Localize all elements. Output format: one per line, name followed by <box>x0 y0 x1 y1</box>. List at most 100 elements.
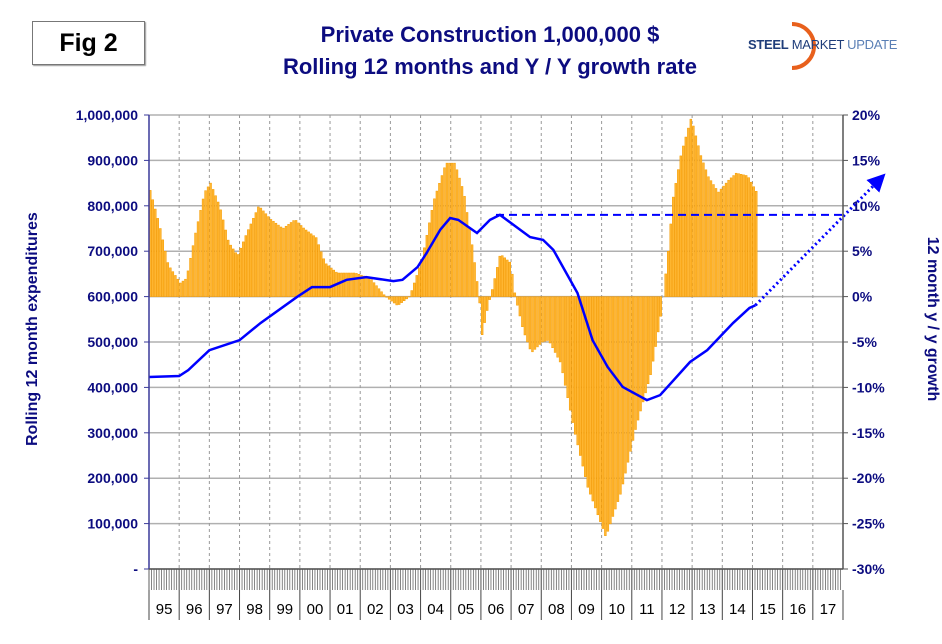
growth-bar <box>641 296 645 403</box>
growth-bar <box>553 296 557 353</box>
logo-word-steel: STEEL <box>748 37 789 52</box>
growth-bar <box>485 296 489 311</box>
growth-bar <box>596 296 600 516</box>
growth-bar <box>382 294 386 297</box>
growth-bar <box>176 278 180 297</box>
growth-bar <box>174 275 177 297</box>
growth-bar <box>634 296 637 430</box>
growth-bar <box>621 296 625 485</box>
left-tick-label: 600,000 <box>87 289 138 305</box>
growth-bar <box>506 259 509 297</box>
growth-bar <box>448 162 451 297</box>
growth-bar <box>433 198 436 297</box>
growth-bar <box>717 191 720 297</box>
growth-bar <box>211 189 215 297</box>
growth-bar <box>272 221 275 297</box>
growth-bar <box>179 282 182 297</box>
growth-bar <box>480 296 484 335</box>
growth-bar <box>282 227 285 297</box>
growth-bar <box>737 173 740 297</box>
growth-bar <box>659 296 662 317</box>
right-tick-label: -30% <box>852 561 885 577</box>
right-tick-label: 15% <box>852 152 881 168</box>
growth-bar <box>199 210 202 297</box>
growth-bar <box>533 296 537 350</box>
x-tick-label: 12 <box>669 601 686 618</box>
right-tick-label: 0% <box>852 289 873 305</box>
growth-bar <box>151 199 154 297</box>
x-tick-label: 07 <box>518 601 535 618</box>
growth-bar <box>687 127 690 297</box>
growth-bar <box>679 155 682 297</box>
growth-bar <box>604 296 607 536</box>
growth-bar <box>702 162 705 297</box>
growth-bar <box>340 272 343 297</box>
expenditure-line <box>148 213 757 402</box>
growth-bar <box>365 276 368 297</box>
growth-bar <box>664 273 667 297</box>
growth-bar <box>216 201 220 297</box>
growth-bar <box>237 254 240 297</box>
growth-bar <box>707 176 710 297</box>
growth-bar <box>219 209 222 297</box>
x-tick-label: 98 <box>246 601 263 618</box>
growth-bar <box>581 296 584 467</box>
x-tick-label: 15 <box>759 601 776 618</box>
growth-bar <box>342 272 346 297</box>
growth-bar <box>601 296 605 529</box>
growth-bar <box>249 223 253 297</box>
chart-subtitle: Rolling 12 months and Y / Y growth rate <box>282 54 697 79</box>
growth-bar <box>719 188 723 297</box>
growth-bar <box>694 135 698 297</box>
growth-bar <box>561 296 564 374</box>
growth-bar <box>287 224 290 297</box>
growth-bar <box>277 224 280 297</box>
figure-label: Fig 2 <box>32 21 145 65</box>
growth-bar <box>626 296 630 463</box>
growth-bar <box>488 296 491 300</box>
growth-bar <box>320 251 323 297</box>
x-tick-label: 04 <box>427 601 444 618</box>
growth-bar <box>521 296 524 328</box>
growth-bar <box>221 219 225 297</box>
growth-bar <box>631 296 635 441</box>
growth-bar <box>498 255 501 297</box>
right-tick-label: -20% <box>852 470 885 486</box>
growth-bar <box>616 296 620 502</box>
growth-bar <box>161 239 165 297</box>
growth-bar <box>594 296 597 509</box>
growth-bar <box>325 263 328 297</box>
growth-bar <box>159 228 162 297</box>
right-tick-label: -10% <box>852 379 885 395</box>
growth-bar <box>284 225 288 297</box>
growth-bar <box>543 296 547 342</box>
growth-bar <box>400 296 403 303</box>
growth-bar <box>171 271 175 297</box>
growth-bar <box>503 257 506 297</box>
right-tick-label: 10% <box>852 198 881 214</box>
growth-bar <box>206 186 210 297</box>
growth-bar <box>387 296 391 300</box>
growth-bar <box>315 237 318 297</box>
growth-bar <box>571 296 574 423</box>
growth-bar <box>430 210 434 297</box>
growth-bar <box>196 221 200 297</box>
left-tick-label: 400,000 <box>87 379 138 395</box>
growth-bar <box>440 175 444 297</box>
growth-bar <box>247 229 250 297</box>
x-tick-label: 96 <box>186 601 203 618</box>
left-tick-label: 800,000 <box>87 198 138 214</box>
growth-bar <box>649 296 652 375</box>
growth-bar <box>435 190 439 297</box>
growth-bar <box>262 210 265 297</box>
growth-bar <box>252 218 255 297</box>
x-tick-label: 06 <box>488 601 505 618</box>
growth-bar <box>297 222 300 297</box>
growth-bar <box>614 296 617 510</box>
x-tick-label: 03 <box>397 601 414 618</box>
growth-bar <box>438 183 441 297</box>
right-tick-label: 5% <box>852 243 873 259</box>
growth-bar <box>377 288 381 297</box>
growth-bar <box>584 296 587 477</box>
